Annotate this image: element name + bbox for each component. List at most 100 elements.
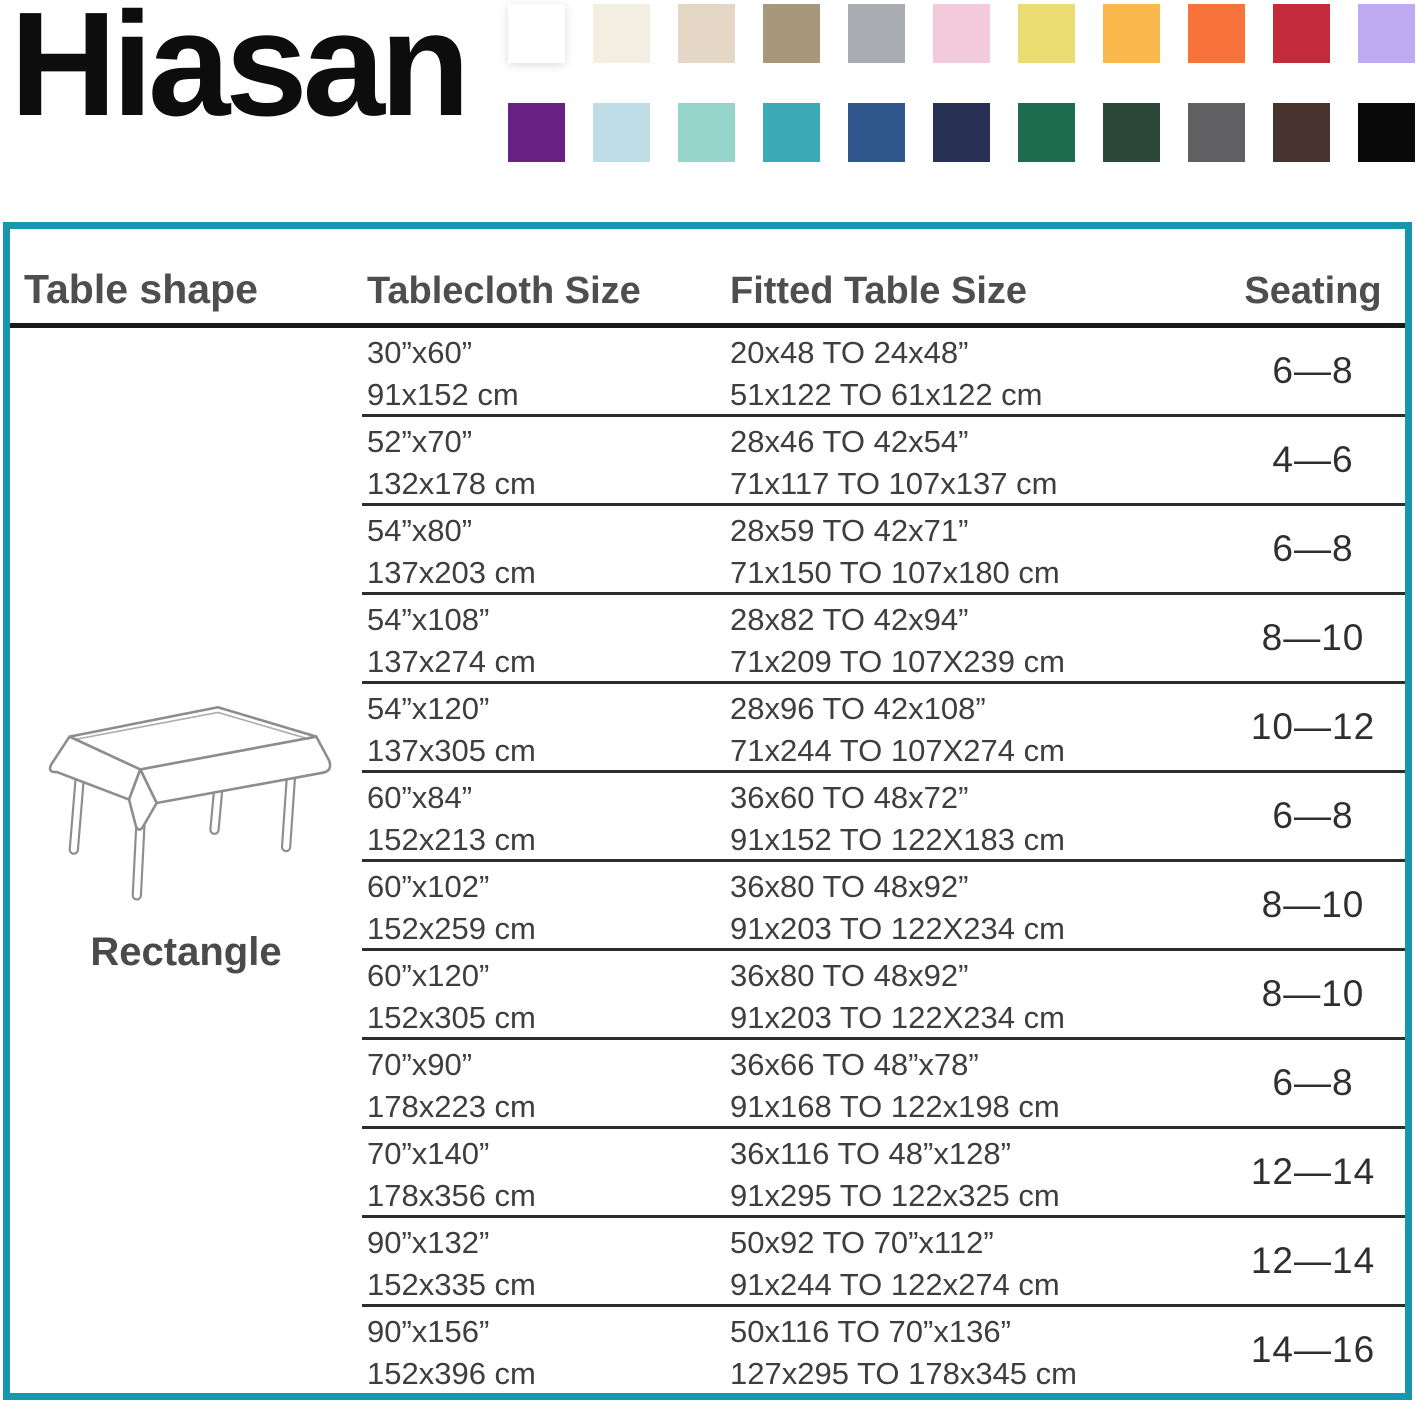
- fitted-table-size-cm: 71x150 TO 107x180 cm: [730, 555, 1060, 590]
- seating-value: 12—14: [1250, 1151, 1376, 1192]
- fitted-table-size-cell: 50x92 TO 70”x112” 91x244 TO 122x274 cm: [724, 1218, 1221, 1304]
- tablecloth-size-cell: 90”x132” 152x335 cm: [362, 1218, 724, 1304]
- fitted-table-size-cm: 91x152 TO 122X183 cm: [730, 822, 1065, 857]
- tablecloth-size-inches: 90”x156”: [367, 1314, 490, 1349]
- size-chart-panel: Table shape Tablecloth Size Fitted Table…: [3, 222, 1412, 1400]
- fitted-table-size-cell: 36x60 TO 48x72” 91x152 TO 122X183 cm: [724, 773, 1221, 859]
- size-row: 60”x120” 152x305 cm 36x80 TO 48x92” 91x2…: [362, 951, 1405, 1040]
- seating-value: 8—10: [1261, 617, 1365, 658]
- seating-value: 8—10: [1261, 973, 1365, 1014]
- swatch-red: [1273, 4, 1330, 63]
- size-rows: 30”x60” 91x152 cm 20x48 TO 24x48” 51x122…: [362, 328, 1405, 1393]
- tablecloth-size-cm: 152x396 cm: [367, 1356, 536, 1391]
- fitted-table-size-cm: 91x203 TO 122X234 cm: [730, 911, 1065, 946]
- fitted-table-size-cell: 20x48 TO 24x48” 51x122 TO 61x122 cm: [724, 328, 1221, 414]
- size-row: 52”x70” 132x178 cm 28x46 TO 42x54” 71x11…: [362, 417, 1405, 506]
- fitted-table-size-inches: 50x116 TO 70”x136”: [730, 1314, 1011, 1349]
- fitted-table-size-cell: 28x82 TO 42x94” 71x209 TO 107X239 cm: [724, 595, 1221, 681]
- tablecloth-size-cell: 90”x156” 152x396 cm: [362, 1307, 724, 1393]
- seating-value: 6—8: [1272, 528, 1354, 569]
- size-row: 54”x80” 137x203 cm 28x59 TO 42x71” 71x15…: [362, 506, 1405, 595]
- fitted-table-size-cell: 28x46 TO 42x54” 71x117 TO 107x137 cm: [724, 417, 1221, 503]
- fitted-table-size-cm: 71x117 TO 107x137 cm: [730, 466, 1058, 501]
- swatch-beige: [678, 4, 735, 63]
- tablecloth-size-cm: 91x152 cm: [367, 377, 519, 412]
- seating-value: 4—6: [1272, 439, 1354, 480]
- swatch-dark-brown: [1273, 103, 1330, 162]
- fitted-table-size-cell: 50x116 TO 70”x136” 127x295 TO 178x345 cm: [724, 1307, 1221, 1393]
- tablecloth-size-inches: 30”x60”: [367, 335, 473, 370]
- swatch-purple: [508, 103, 565, 162]
- fitted-table-size-cm: 91x168 TO 122x198 cm: [730, 1089, 1060, 1124]
- fitted-table-size-cm: 91x244 TO 122x274 cm: [730, 1267, 1060, 1302]
- table-legs: [68, 766, 297, 901]
- fitted-table-size-inches: 28x46 TO 42x54”: [730, 424, 969, 459]
- tablecloth-size-inches: 52”x70”: [367, 424, 473, 459]
- fitted-table-size-cell: 36x80 TO 48x92” 91x203 TO 122X234 cm: [724, 862, 1221, 948]
- fitted-table-size-cm: 91x203 TO 122X234 cm: [730, 1000, 1065, 1035]
- seating-value: 12—14: [1250, 1240, 1376, 1281]
- fitted-table-size-inches: 36x66 TO 48”x78”: [730, 1047, 979, 1082]
- table-shape-label: Rectangle: [90, 929, 282, 974]
- tablecloth-size-cell: 30”x60” 91x152 cm: [362, 328, 724, 414]
- swatch-ivory: [593, 4, 650, 63]
- header-tablecloth-size: Tablecloth Size: [367, 270, 641, 312]
- fitted-table-size-cm: 91x295 TO 122x325 cm: [730, 1178, 1060, 1213]
- fitted-table-size-inches: 50x92 TO 70”x112”: [730, 1225, 994, 1260]
- tablecloth-size-cell: 54”x120” 137x305 cm: [362, 684, 724, 770]
- swatch-black: [1358, 103, 1415, 162]
- size-row: 54”x108” 137x274 cm 28x82 TO 42x94” 71x2…: [362, 595, 1405, 684]
- swatch-gold: [1103, 4, 1160, 63]
- header-seating: Seating: [1244, 270, 1382, 312]
- fitted-table-size-cell: 36x66 TO 48”x78” 91x168 TO 122x198 cm: [724, 1040, 1221, 1126]
- fitted-table-size-cell: 36x80 TO 48x92” 91x203 TO 122X234 cm: [724, 951, 1221, 1037]
- tablecloth-size-cell: 60”x84” 152x213 cm: [362, 773, 724, 859]
- swatch-pink: [933, 4, 990, 63]
- swatch-white: [508, 4, 565, 63]
- tablecloth-size-inches: 60”x102”: [367, 869, 490, 904]
- swatch-row: [508, 103, 1415, 162]
- tablecloth-drape: [48, 706, 332, 831]
- size-row: 70”x140” 178x356 cm 36x116 TO 48”x128” 9…: [362, 1129, 1405, 1218]
- swatch-silver-grey: [848, 4, 905, 63]
- seating-value: 10—12: [1250, 706, 1376, 747]
- swatch-taupe: [763, 4, 820, 63]
- tablecloth-size-inches: 70”x140”: [367, 1136, 490, 1171]
- fitted-table-size-inches: 20x48 TO 24x48”: [730, 335, 969, 370]
- tablecloth-size-cm: 152x305 cm: [367, 1000, 536, 1035]
- size-row: 70”x90” 178x223 cm 36x66 TO 48”x78” 91x1…: [362, 1040, 1405, 1129]
- fitted-table-size-cm: 127x295 TO 178x345 cm: [730, 1356, 1077, 1391]
- fitted-table-size-inches: 28x82 TO 42x94”: [730, 602, 969, 637]
- brand-logo: Hiasan: [10, 0, 470, 147]
- tablecloth-size-cm: 152x213 cm: [367, 822, 536, 857]
- fitted-table-size-inches: 36x60 TO 48x72”: [730, 780, 969, 815]
- swatch-green: [1018, 103, 1075, 162]
- swatch-orange: [1188, 4, 1245, 63]
- tablecloth-size-cm: 137x203 cm: [367, 555, 536, 590]
- tablecloth-size-inches: 90”x132”: [367, 1225, 490, 1260]
- swatch-dark-grey: [1188, 103, 1245, 162]
- tablecloth-size-cm: 137x274 cm: [367, 644, 536, 679]
- header-fitted-table-size: Fitted Table Size: [730, 270, 1028, 312]
- tablecloth-size-cm: 152x335 cm: [367, 1267, 536, 1302]
- swatch-dark-green: [1103, 103, 1160, 162]
- tablecloth-size-cm: 152x259 cm: [367, 911, 536, 946]
- tablecloth-size-cm: 137x305 cm: [367, 733, 536, 768]
- size-row: 60”x102” 152x259 cm 36x80 TO 48x92” 91x2…: [362, 862, 1405, 951]
- swatch-aqua: [678, 103, 735, 162]
- fitted-table-size-inches: 36x80 TO 48x92”: [730, 958, 969, 993]
- seating-value: 14—16: [1250, 1329, 1376, 1370]
- size-row: 60”x84” 152x213 cm 36x60 TO 48x72” 91x15…: [362, 773, 1405, 862]
- table-shape-cell: Rectangle: [10, 300, 362, 1365]
- tablecloth-size-cm: 132x178 cm: [367, 466, 536, 501]
- swatch-navy: [933, 103, 990, 162]
- tablecloth-size-inches: 54”x80”: [367, 513, 473, 548]
- tablecloth-size-cell: 60”x120” 152x305 cm: [362, 951, 724, 1037]
- tablecloth-size-cell: 60”x102” 152x259 cm: [362, 862, 724, 948]
- size-row: 30”x60” 91x152 cm 20x48 TO 24x48” 51x122…: [362, 328, 1405, 417]
- color-swatch-grid: [508, 4, 1415, 162]
- tablecloth-size-cell: 54”x108” 137x274 cm: [362, 595, 724, 681]
- fitted-table-size-inches: 36x80 TO 48x92”: [730, 869, 969, 904]
- tablecloth-size-inches: 60”x84”: [367, 780, 473, 815]
- fitted-table-size-cm: 71x209 TO 107X239 cm: [730, 644, 1065, 679]
